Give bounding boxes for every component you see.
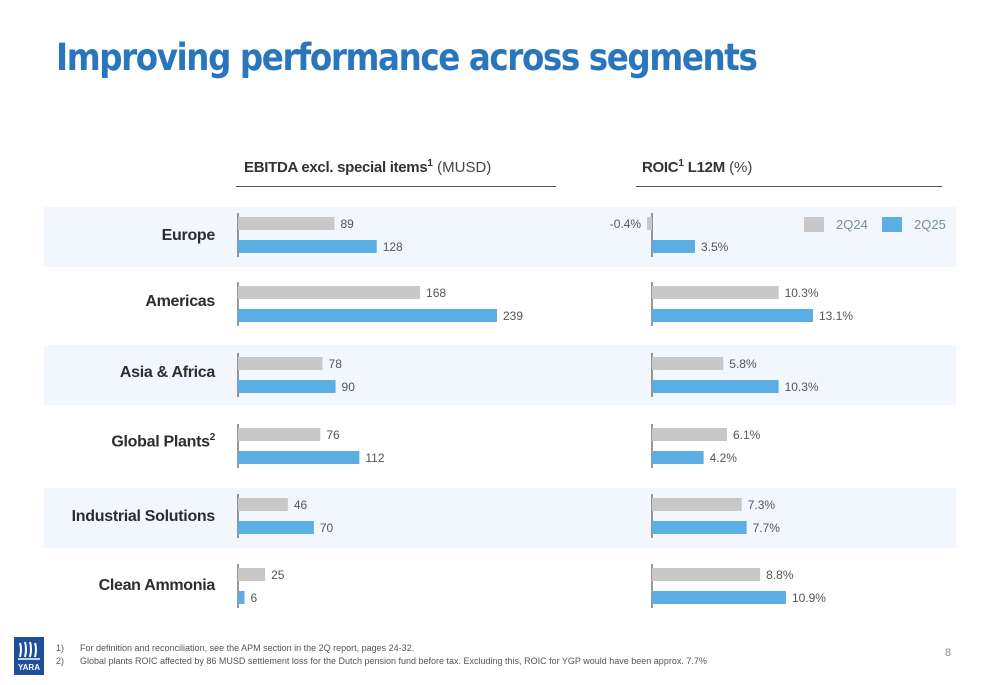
roic-bar-2q25 [652,240,696,253]
roic-header-rule [636,186,942,187]
ebitda-bar-2q24 [238,428,321,441]
yara-logo: YARA [14,637,44,675]
ebitda-data-label: 76 [326,428,340,442]
roic-chart-title: ROIC1 L12M (%) [642,158,753,176]
roic-data-label: 3.5% [701,240,729,254]
roic-bar-2q25 [652,451,704,464]
roic-data-label: 10.3% [785,380,819,394]
legend-swatch-2q25 [882,217,902,232]
roic-data-label: 5.8% [729,357,757,371]
roic-data-label: 4.2% [710,451,738,465]
legend-label-2q25: 2Q25 [914,217,946,232]
roic-bar-2q24 [652,568,761,581]
ebitda-bar-2q25 [238,380,336,393]
ebitda-data-label: 239 [503,309,523,323]
roic-data-label: 10.3% [785,286,819,300]
roic-bar-2q25 [652,309,813,322]
ebitda-bar-2q24 [238,217,335,230]
segment-label: Global Plants2 [111,432,215,451]
ebitda-bar-2q24 [238,357,323,370]
ebitda-data-label: 70 [320,521,334,535]
segment-label: Europe [161,227,216,244]
svg-text:YARA: YARA [18,663,40,672]
roic-data-label: 7.3% [748,498,776,512]
ebitda-chart-title: EBITDA excl. special items1 (MUSD) [244,158,492,176]
roic-data-label: 7.7% [753,521,781,535]
ebitda-data-label: 90 [342,380,356,394]
roic-bar-2q24 [652,286,779,299]
legend-swatch-2q24 [804,217,824,232]
ebitda-data-label: 89 [340,217,354,231]
ebitda-data-label: 128 [383,240,403,254]
roic-data-label: 6.1% [733,428,761,442]
roic-bar-2q25 [652,380,779,393]
segment-label: Clean Ammonia [98,577,216,594]
ebitda-data-label: 112 [365,451,384,465]
ebitda-data-label: 6 [251,591,258,605]
roic-data-label: 13.1% [819,309,853,323]
ebitda-bar-2q25 [238,309,497,322]
ebitda-data-label: 25 [271,568,285,582]
segment-label: Industrial Solutions [71,508,216,525]
row-band [44,345,956,405]
roic-bar-2q24 [647,217,652,230]
page-title: Improving performance across segments [56,36,758,79]
ebitda-bar-2q25 [238,240,377,253]
ebitda-data-label: 168 [426,286,446,300]
ebitda-bar-2q24 [238,568,266,581]
ebitda-data-label: 46 [294,498,308,512]
legend-label-2q24: 2Q24 [836,217,868,232]
segment-label: Asia & Africa [119,364,215,381]
ebitda-header-rule [236,186,556,187]
roic-bar-2q25 [652,591,786,604]
ebitda-data-label: 78 [329,357,343,371]
roic-data-label: 10.9% [792,591,826,605]
roic-bar-2q25 [652,521,747,534]
row-band [44,488,956,548]
footnote-2: 2) Global plants ROIC affected by 86 MUSD… [56,656,707,666]
ebitda-bar-2q25 [238,521,314,534]
ebitda-bar-2q25 [238,451,360,464]
footnotes: 1) For definition and reconciliation, see… [56,642,707,668]
ebitda-bar-2q24 [238,498,288,511]
roic-data-label: -0.4% [610,217,642,231]
ebitda-bar-2q24 [238,286,421,299]
roic-bar-2q24 [652,498,742,511]
segment-label: Americas [145,293,215,310]
footnote-1: 1) For definition and reconciliation, see… [56,643,415,653]
roic-data-label: 8.8% [766,568,794,582]
ebitda-bar-2q25 [238,591,245,604]
roic-bar-2q24 [652,428,727,441]
page-number: 8 [945,647,952,659]
roic-bar-2q24 [652,357,724,370]
